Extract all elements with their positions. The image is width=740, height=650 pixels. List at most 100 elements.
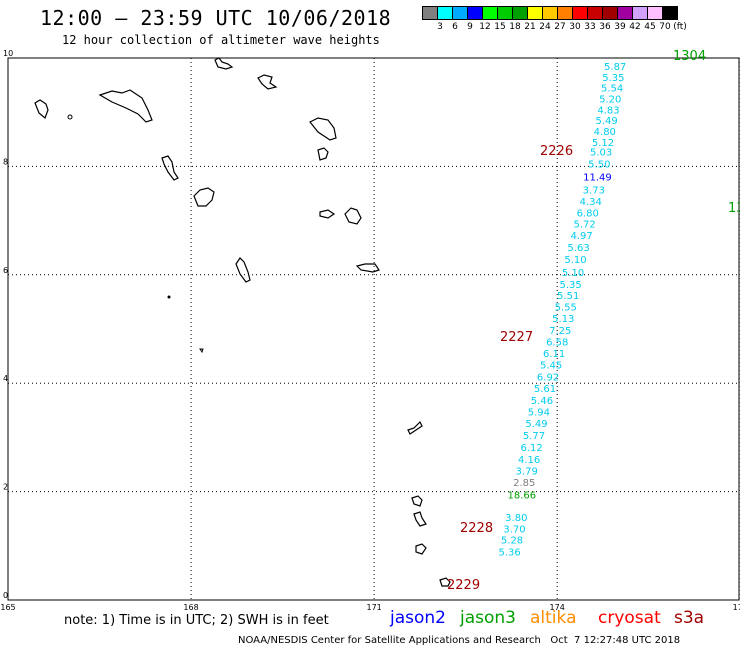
chart-title: 12:00 – 23:59 UTC 10/06/2018 (40, 6, 392, 30)
colorbar-label: 30 (569, 22, 581, 32)
colorbar-label: 3 (437, 22, 443, 32)
swh-value: 5.72 (574, 220, 596, 231)
swh-value: 5.77 (523, 431, 545, 442)
island-outline (235, 257, 251, 283)
x-tick-label: 171 (366, 603, 381, 612)
swh-value: 5.45 (540, 361, 562, 372)
swh-value: 6.11 (543, 349, 565, 360)
island-outline (167, 295, 171, 299)
colorbar-label: 6 (452, 22, 458, 32)
swh-value: 3.80 (505, 513, 527, 524)
colorbar-label: 42 (629, 22, 641, 32)
island-outline (193, 187, 215, 207)
swh-value: 6.80 (577, 208, 599, 219)
island-outline (98, 89, 153, 123)
swh-value: 6.58 (546, 337, 568, 348)
colorbar-label: 12 (479, 22, 491, 32)
track-time-label: 2226 (540, 144, 573, 159)
colorbar-label: 18 (509, 22, 521, 32)
x-tick-label: 165 (0, 603, 15, 612)
y-tick-label: 10 (3, 49, 13, 58)
colorbar (422, 6, 678, 20)
x-tick-label: 177 (733, 603, 740, 612)
colorbar-label: 39 (614, 22, 626, 32)
track-time-label: 2228 (460, 521, 493, 536)
units-note: note: 1) Time is in UTC; 2) SWH is in fe… (64, 613, 329, 628)
swh-value: 4.97 (570, 231, 592, 242)
track-time-label: 2227 (500, 330, 533, 345)
swh-value: 5.46 (531, 396, 553, 407)
island-outline (257, 74, 278, 90)
swh-value: 4.80 (594, 127, 616, 138)
colorbar-swatch (662, 6, 678, 20)
swh-value: 6.92 (537, 372, 559, 383)
y-tick-label: 4 (3, 374, 8, 383)
swh-value: 5.20 (599, 94, 621, 105)
swh-value: 4.83 (597, 105, 619, 116)
swh-value: 5.35 (602, 73, 624, 84)
swh-value: 5.87 (604, 62, 626, 73)
swh-value: 3.73 (583, 186, 605, 197)
swh-value: 5.51 (557, 291, 579, 302)
credit-line: NOAA/NESDIS Center for Satellite Applica… (238, 635, 681, 646)
swh-value: 2.85 (513, 478, 535, 489)
y-tick-label: 0 (3, 591, 8, 600)
swh-value: 5.63 (567, 243, 589, 254)
colorbar-label: 36 (599, 22, 611, 32)
y-tick-label: 6 (3, 266, 8, 275)
swh-value: 5.10 (562, 268, 584, 279)
swh-value: 6.12 (520, 443, 542, 454)
island-outline (407, 420, 423, 435)
island-outline (413, 511, 427, 527)
island-outline (355, 263, 380, 273)
island-outline (67, 114, 73, 120)
colorbar-label: 21 (524, 22, 536, 32)
island-outline (309, 117, 337, 141)
island-outline (161, 155, 179, 181)
island-outline (199, 348, 204, 354)
island-outline (34, 99, 49, 120)
swh-value: 3.70 (503, 524, 525, 535)
swh-value: 5.13 (552, 314, 574, 325)
colorbar-label: 24 (539, 22, 551, 32)
satellite-legend-altika: altika (530, 608, 577, 628)
satellite-legend-s3a: s3a (674, 608, 705, 628)
island-outline (411, 495, 423, 507)
island-outline (319, 209, 336, 219)
swh-value: 3.79 (516, 466, 538, 477)
island-outline (214, 57, 234, 70)
swh-value: 5.28 (501, 536, 523, 547)
swh-value: 4.16 (518, 455, 540, 466)
island-outline (439, 577, 451, 587)
colorbar-label: 9 (467, 22, 473, 32)
y-tick-label: 2 (3, 483, 8, 492)
swh-value: 5.94 (528, 408, 550, 419)
track-time-label: 13 (728, 201, 740, 216)
swh-value: 18.66 (507, 491, 536, 502)
swh-value: 5.54 (601, 84, 623, 95)
track-time-label: 2229 (447, 578, 480, 593)
y-tick-label: 8 (3, 157, 8, 166)
swh-value: 5.49 (595, 116, 617, 127)
island-outline (344, 207, 362, 225)
swh-value: 5.61 (534, 384, 556, 395)
swh-value: 5.03 (590, 148, 612, 159)
swh-value: 5.35 (559, 280, 581, 291)
swh-value: 4.34 (580, 197, 602, 208)
swh-value: 5.12 (592, 138, 614, 149)
colorbar-label: 45 (644, 22, 656, 32)
island-outline (415, 543, 427, 555)
swh-value: 5.49 (525, 419, 547, 430)
x-tick-label: 168 (183, 603, 198, 612)
satellite-legend-cryosat: cryosat (598, 608, 661, 628)
chart-subtitle: 12 hour collection of altimeter wave hei… (62, 33, 380, 47)
plot-frame (7, 57, 740, 601)
satellite-legend-jason3: jason3 (460, 608, 516, 628)
colorbar-label: 33 (584, 22, 596, 32)
swh-value: 5.10 (564, 255, 586, 266)
colorbar-label: 27 (554, 22, 566, 32)
colorbar-unit: (ft) (673, 22, 687, 32)
swh-value: 5.55 (555, 303, 577, 314)
swh-value: 5.50 (588, 159, 610, 170)
